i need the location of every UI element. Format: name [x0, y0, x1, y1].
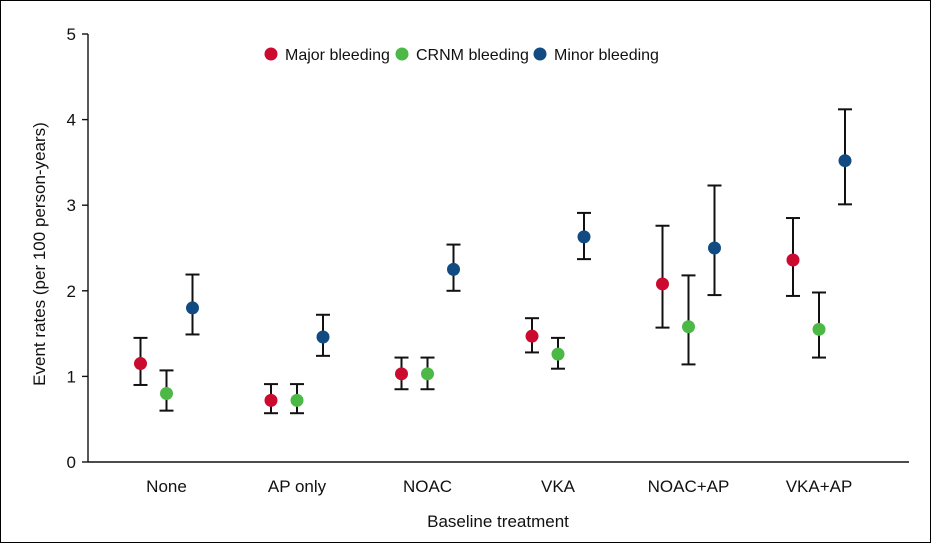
x-tick-label: AP only — [268, 477, 327, 496]
legend-label: Minor bleeding — [554, 47, 659, 64]
series-group — [185, 108, 852, 357]
data-point — [421, 367, 434, 381]
y-ticks: 0 1 2 3 4 5 — [67, 25, 88, 472]
error-bar — [681, 274, 696, 366]
x-tick-label: None — [146, 477, 187, 496]
legend-marker — [533, 47, 547, 61]
x-tick-label: VKA+AP — [786, 477, 853, 496]
series-group — [159, 274, 826, 415]
data-point — [551, 347, 565, 361]
data-point — [708, 241, 721, 255]
legend-entry: CRNM bleeding — [395, 47, 529, 64]
data-point — [316, 330, 330, 344]
y-tick-label: 0 — [67, 453, 76, 472]
x-axis-title: Baseline treatment — [427, 512, 569, 531]
legend-label: Major bleeding — [285, 47, 390, 64]
y-axis-title: Event rates (per 100 person-years) — [30, 122, 49, 386]
data-point — [134, 357, 147, 371]
legend-entry: Major bleeding — [264, 47, 390, 64]
error-bar — [707, 184, 722, 297]
data-point — [656, 277, 669, 291]
data-point — [447, 262, 460, 276]
data-point — [525, 329, 539, 343]
data-point — [264, 393, 278, 407]
data-point — [682, 320, 695, 334]
legend-marker — [264, 47, 278, 61]
y-tick-label: 4 — [67, 111, 76, 130]
legend-marker — [395, 47, 409, 61]
x-tick-label: NOAC — [403, 477, 452, 496]
series-group — [133, 217, 800, 415]
data-point — [577, 230, 591, 244]
x-tick-label: NOAC+AP — [648, 477, 730, 496]
y-tick-label: 2 — [67, 282, 76, 301]
data-point — [395, 367, 408, 381]
y-tick-label: 3 — [67, 196, 76, 215]
legend-label: CRNM bleeding — [416, 47, 529, 64]
data-point — [786, 253, 800, 267]
y-tick-label: 5 — [67, 25, 76, 44]
x-ticks: None AP only NOAC VKA NOAC+AP VKA+AP — [146, 477, 852, 496]
data-point — [812, 322, 826, 336]
data-point — [160, 387, 173, 401]
data-point — [838, 154, 852, 168]
legend-entry: Minor bleeding — [533, 47, 659, 64]
y-tick-label: 1 — [67, 367, 76, 386]
x-tick-label: VKA — [541, 477, 576, 496]
error-bar — [655, 224, 670, 329]
legend: Major bleeding CRNM bleeding Minor bleedin… — [264, 47, 659, 64]
data-point — [186, 301, 199, 315]
axes — [87, 34, 909, 463]
data-point — [290, 393, 304, 407]
data-marks — [133, 108, 852, 415]
